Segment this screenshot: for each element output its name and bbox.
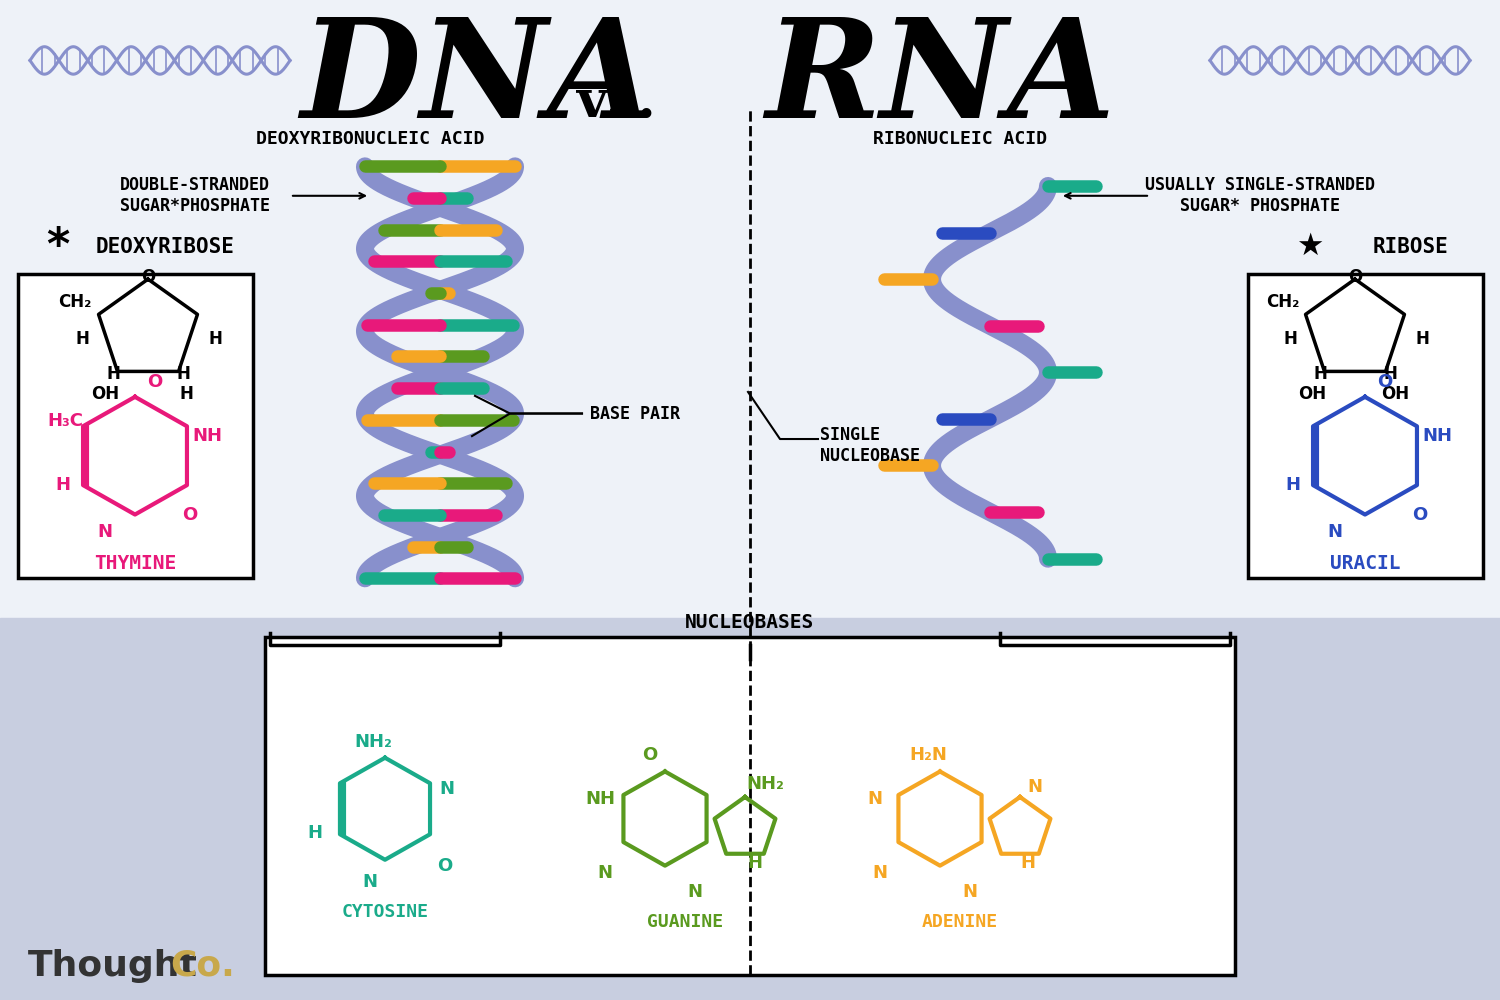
- FancyBboxPatch shape: [1248, 274, 1484, 578]
- Text: N: N: [963, 883, 978, 901]
- Text: H₂N: H₂N: [909, 746, 946, 764]
- Text: H: H: [1020, 854, 1035, 872]
- Text: O: O: [1348, 268, 1362, 286]
- Text: O: O: [147, 373, 162, 391]
- Text: H: H: [56, 476, 70, 494]
- Text: N: N: [1328, 523, 1342, 541]
- Text: NH: NH: [192, 427, 222, 445]
- Text: H: H: [209, 330, 222, 348]
- Text: URACIL: URACIL: [1329, 554, 1401, 573]
- Text: DOUBLE-STRANDED
SUGAR*PHOSPHATE: DOUBLE-STRANDED SUGAR*PHOSPHATE: [120, 176, 270, 215]
- FancyBboxPatch shape: [18, 274, 254, 578]
- Text: CH₂: CH₂: [58, 293, 92, 311]
- Text: N: N: [873, 864, 888, 882]
- Text: O: O: [1413, 506, 1428, 524]
- Text: O: O: [183, 506, 198, 524]
- Text: DEOXYRIBONUCLEIC ACID: DEOXYRIBONUCLEIC ACID: [256, 130, 484, 148]
- Text: DNA: DNA: [300, 13, 656, 147]
- Text: N: N: [867, 790, 882, 808]
- Text: *: *: [46, 225, 69, 268]
- Text: N: N: [1028, 778, 1042, 796]
- Text: NH₂: NH₂: [354, 733, 392, 751]
- Text: O: O: [438, 857, 453, 875]
- Text: H: H: [1286, 476, 1300, 494]
- Text: ★: ★: [1296, 232, 1323, 261]
- Text: NH₂: NH₂: [746, 775, 784, 793]
- Text: vs.: vs.: [576, 77, 656, 128]
- Text: NH: NH: [585, 790, 615, 808]
- Text: O: O: [141, 268, 154, 286]
- Text: DEOXYRIBOSE: DEOXYRIBOSE: [96, 237, 234, 257]
- Text: BASE PAIR: BASE PAIR: [590, 405, 680, 423]
- Text: H: H: [75, 330, 88, 348]
- Text: H: H: [747, 854, 762, 872]
- Text: N: N: [440, 780, 454, 798]
- Text: N: N: [687, 883, 702, 901]
- Text: OH: OH: [92, 385, 118, 403]
- Text: O: O: [642, 746, 657, 764]
- Text: H: H: [1414, 330, 1430, 348]
- Text: SINGLE
NUCLEOBASE: SINGLE NUCLEOBASE: [821, 426, 920, 465]
- Text: OH: OH: [1298, 385, 1326, 403]
- Text: H: H: [178, 385, 194, 403]
- Text: NUCLEOBASES: NUCLEOBASES: [686, 613, 814, 632]
- Text: THYMINE: THYMINE: [94, 554, 176, 573]
- Text: N: N: [363, 873, 378, 891]
- Text: H: H: [308, 824, 322, 842]
- Text: RNA: RNA: [765, 13, 1114, 147]
- Text: O: O: [1377, 373, 1392, 391]
- Text: Co.: Co.: [170, 949, 234, 983]
- Text: RIBONUCLEIC ACID: RIBONUCLEIC ACID: [873, 130, 1047, 148]
- Text: CYTOSINE: CYTOSINE: [342, 903, 429, 921]
- Text: GUANINE: GUANINE: [646, 913, 723, 931]
- Text: NH: NH: [1422, 427, 1452, 445]
- Bar: [0, 618, 1500, 1000]
- Text: N: N: [98, 523, 112, 541]
- Text: H: H: [106, 365, 120, 383]
- Text: ADENINE: ADENINE: [922, 913, 998, 931]
- Text: CH₂: CH₂: [1266, 293, 1299, 311]
- Text: OH: OH: [1382, 385, 1408, 403]
- FancyBboxPatch shape: [266, 637, 1234, 975]
- Text: H₃C: H₃C: [46, 412, 82, 430]
- Text: H: H: [176, 365, 190, 383]
- Text: N: N: [597, 864, 612, 882]
- Text: H: H: [1312, 365, 1328, 383]
- Text: USUALLY SINGLE-STRANDED
SUGAR* PHOSPHATE: USUALLY SINGLE-STRANDED SUGAR* PHOSPHATE: [1144, 176, 1376, 215]
- Text: H: H: [1282, 330, 1298, 348]
- Text: H: H: [1383, 365, 1396, 383]
- Text: RIBOSE: RIBOSE: [1372, 237, 1448, 257]
- Text: Thought: Thought: [28, 949, 198, 983]
